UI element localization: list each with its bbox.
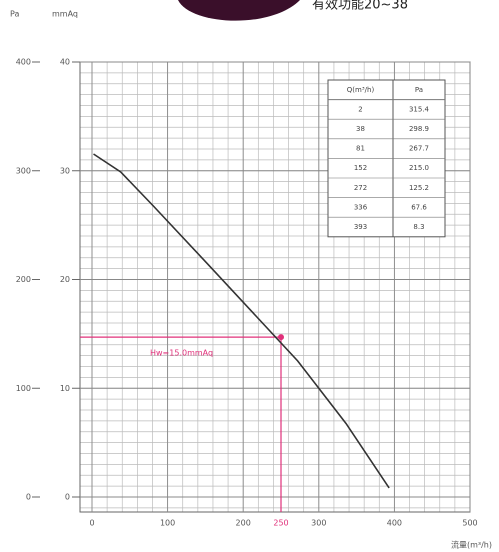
y2-tick-label: 30 bbox=[60, 166, 70, 175]
y-tick-label: 300 bbox=[16, 166, 31, 175]
y-tick-label: 0 bbox=[26, 493, 31, 502]
y2-tick-label: 10 bbox=[60, 384, 70, 393]
table-header: Pa bbox=[415, 86, 423, 94]
x-tick-label: 300 bbox=[311, 519, 326, 528]
table-cell: 315.4 bbox=[409, 105, 430, 113]
table-cell: 38 bbox=[356, 125, 365, 133]
table-cell: 125.2 bbox=[409, 184, 429, 192]
note: 有效功能20~38 bbox=[312, 0, 408, 13]
y2-axis-label: mmAq bbox=[52, 10, 78, 19]
table-cell: 393 bbox=[354, 223, 367, 231]
x-tick-label: 200 bbox=[236, 519, 251, 528]
x-tick-label: 400 bbox=[387, 519, 402, 528]
table-cell: 81 bbox=[356, 145, 365, 153]
y-tick-label: 400 bbox=[16, 58, 31, 67]
table-cell: 336 bbox=[354, 203, 368, 211]
x-tick-label: 0 bbox=[89, 519, 94, 528]
table-cell: 298.9 bbox=[409, 125, 429, 133]
y2-tick-label: 20 bbox=[60, 275, 70, 284]
table-cell: 67.6 bbox=[411, 203, 427, 211]
table-cell: 272 bbox=[354, 184, 367, 192]
decoration bbox=[178, 0, 300, 21]
y2-tick-label: 0 bbox=[65, 493, 70, 502]
x-annotation: 250 bbox=[273, 519, 288, 528]
y-tick-label: 100 bbox=[16, 384, 31, 393]
annotation: Hw=15.0mmAq bbox=[150, 349, 213, 358]
table-cell: 267.7 bbox=[409, 145, 429, 153]
x-tick-label: 100 bbox=[160, 519, 175, 528]
x-axis-label: 流量(m³/h) bbox=[451, 540, 492, 550]
table-cell: 8.3 bbox=[413, 223, 424, 231]
table-cell: 152 bbox=[354, 164, 367, 172]
y-tick-label: 200 bbox=[16, 275, 31, 284]
y2-tick-label: 40 bbox=[60, 58, 70, 67]
table-cell: 215.0 bbox=[409, 164, 429, 172]
table-header: Q(m³/h) bbox=[347, 86, 375, 94]
series-line bbox=[93, 153, 390, 489]
operating-point bbox=[278, 334, 284, 341]
y-axis-label: Pa bbox=[10, 10, 19, 19]
data-table: Q(m³/h) Pa 2 315.4 38 298.9 81 267.7 152 215.0 272… bbox=[327, 79, 446, 238]
x-tick-label: 500 bbox=[462, 519, 477, 528]
table-cell: 2 bbox=[358, 105, 362, 113]
